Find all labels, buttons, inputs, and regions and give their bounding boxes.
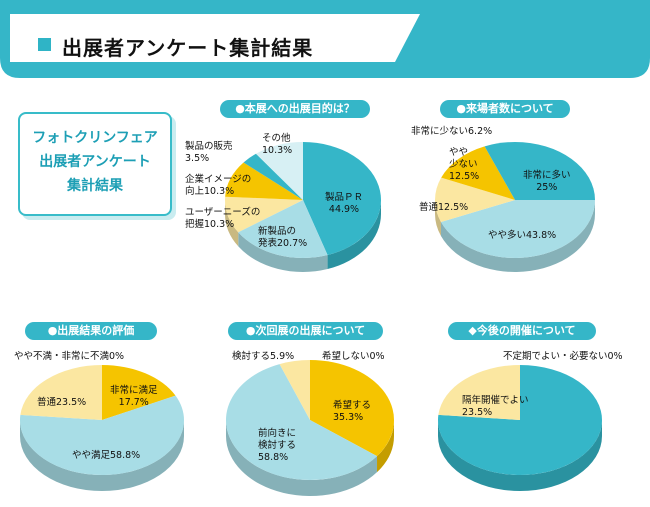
c1-new-label: 新製品の 発表20.7% bbox=[258, 226, 308, 249]
chart1-title: ●本展への出展目的は？ bbox=[220, 100, 370, 118]
chart4-title: ●次回展の出展について bbox=[228, 322, 383, 340]
c1-sale-label: 製品の販売 3.5% bbox=[185, 141, 233, 164]
pie-4-slice-2 bbox=[226, 364, 378, 481]
pie-4-slice-3 bbox=[279, 360, 310, 420]
c3-sat-label: やや満足58.8% bbox=[72, 450, 141, 461]
pie-1-slice-4 bbox=[225, 162, 303, 200]
pie-1-slice-1 bbox=[303, 142, 381, 256]
c4-consider-label: 検討する5.9% bbox=[232, 351, 295, 362]
pie-4-side-1 bbox=[377, 420, 394, 473]
pie-2-slice-4 bbox=[441, 146, 515, 200]
c4-want-label: 希望する 35.3% bbox=[333, 400, 372, 423]
c2-vmany-label: 非常に多い 25% bbox=[523, 170, 571, 193]
chart3-title: ●出展結果の評価 bbox=[25, 322, 157, 340]
pie-1-slice-6 bbox=[255, 142, 303, 200]
header-background bbox=[0, 0, 650, 78]
c5-irregular-label: 不定期でよい・必要ない0% bbox=[503, 351, 623, 362]
pie-3-slice-2 bbox=[19, 395, 184, 475]
c4-positive-label: 前向きに 検討する 58.8% bbox=[258, 428, 297, 463]
pie-1-side-3 bbox=[225, 200, 239, 247]
chart5-title: ◆今後の開催について bbox=[448, 322, 596, 340]
pie-chart-3 bbox=[19, 365, 184, 491]
pie-chart-5 bbox=[438, 365, 603, 491]
pie-2-side-3 bbox=[435, 200, 441, 237]
c1-image-label: 企業イメージの 向上10.3% bbox=[185, 174, 252, 197]
c1-needs-label: ユーザーニーズの 把握10.3% bbox=[185, 207, 261, 230]
pie-1-side-1 bbox=[327, 200, 381, 270]
pie-5-side-1 bbox=[438, 420, 602, 491]
header-banner: 出展者アンケート集計結果 bbox=[0, 0, 650, 78]
pie-3-side-2 bbox=[20, 420, 184, 491]
survey-subtitle-box: フォトクリンフェア 出展者アンケート 集計結果 bbox=[18, 112, 172, 216]
c3-dissat-label: やや不満・非常に不満0% bbox=[14, 351, 125, 362]
c3-vsat-label: 非常に満足 17.7% bbox=[110, 385, 158, 408]
pie-1-slice-5 bbox=[243, 153, 303, 200]
c2-vfew-label: 非常に少ない6.2% bbox=[411, 126, 493, 137]
c2-normal-label: 普通12.5% bbox=[419, 202, 469, 213]
chart2-title: ●来場者数について bbox=[440, 100, 570, 118]
subtitle-line-1: フォトクリンフェア bbox=[32, 130, 158, 146]
c5-biennial-label: 隔年開催でよい 23.5% bbox=[462, 395, 529, 418]
c1-pr-label: 製品ＰＲ 44.9% bbox=[325, 192, 364, 215]
subtitle-line-2: 出展者アンケート bbox=[39, 154, 151, 170]
pie-chart-4 bbox=[225, 360, 395, 497]
pie-5-slice-2 bbox=[438, 365, 520, 420]
pie-chart-1 bbox=[225, 142, 381, 273]
title-square-icon bbox=[38, 38, 51, 51]
c3-normal-label: 普通23.5% bbox=[37, 397, 87, 408]
pie-2-slice-2 bbox=[440, 200, 595, 258]
subtitle-line-3: 集計結果 bbox=[67, 178, 123, 194]
pie-2-side-2 bbox=[440, 200, 595, 272]
pie-2-slice-3 bbox=[435, 177, 515, 223]
pie-3-slice-1 bbox=[102, 365, 176, 420]
c2-many-label: やや多い43.8% bbox=[488, 230, 557, 241]
c4-no-label: 希望しない0% bbox=[322, 351, 385, 362]
pie-3-slice-3 bbox=[20, 365, 102, 420]
c2-few-label: やや 少ない 12.5% bbox=[449, 147, 480, 182]
page-title: 出展者アンケート集計結果 bbox=[62, 36, 314, 60]
pie-chart-2 bbox=[435, 142, 595, 272]
pie-4-side-2 bbox=[225, 420, 378, 497]
pie-4-slice-1 bbox=[310, 360, 395, 457]
pie-2-slice-5 bbox=[484, 142, 515, 200]
pie-1-side-2 bbox=[238, 232, 328, 273]
c1-other-label: その他 10.3% bbox=[262, 133, 293, 156]
pie-2-slice-1 bbox=[515, 142, 595, 200]
pie-1-slice-3 bbox=[225, 196, 303, 233]
pie-1-slice-2 bbox=[238, 200, 328, 258]
